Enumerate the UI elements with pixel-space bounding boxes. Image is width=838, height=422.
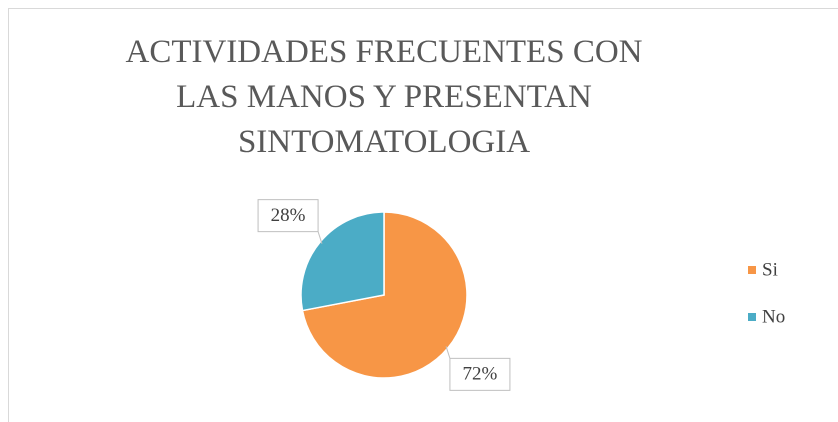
legend-swatch [748, 313, 756, 321]
label-box [449, 357, 511, 391]
chart-title: ACTIVIDADES FRECUENTES CON LAS MANOS Y P… [125, 34, 643, 160]
legend-swatch [748, 266, 756, 274]
chart-border [8, 8, 838, 422]
label-box [257, 199, 319, 233]
label-leader [317, 231, 323, 244]
label-leader [445, 346, 451, 359]
pie-slice [300, 211, 385, 312]
legend-label: Si [762, 259, 778, 280]
legend-label: No [762, 306, 785, 327]
data-label: 28% [271, 205, 306, 226]
data-label: 72% [463, 364, 498, 385]
